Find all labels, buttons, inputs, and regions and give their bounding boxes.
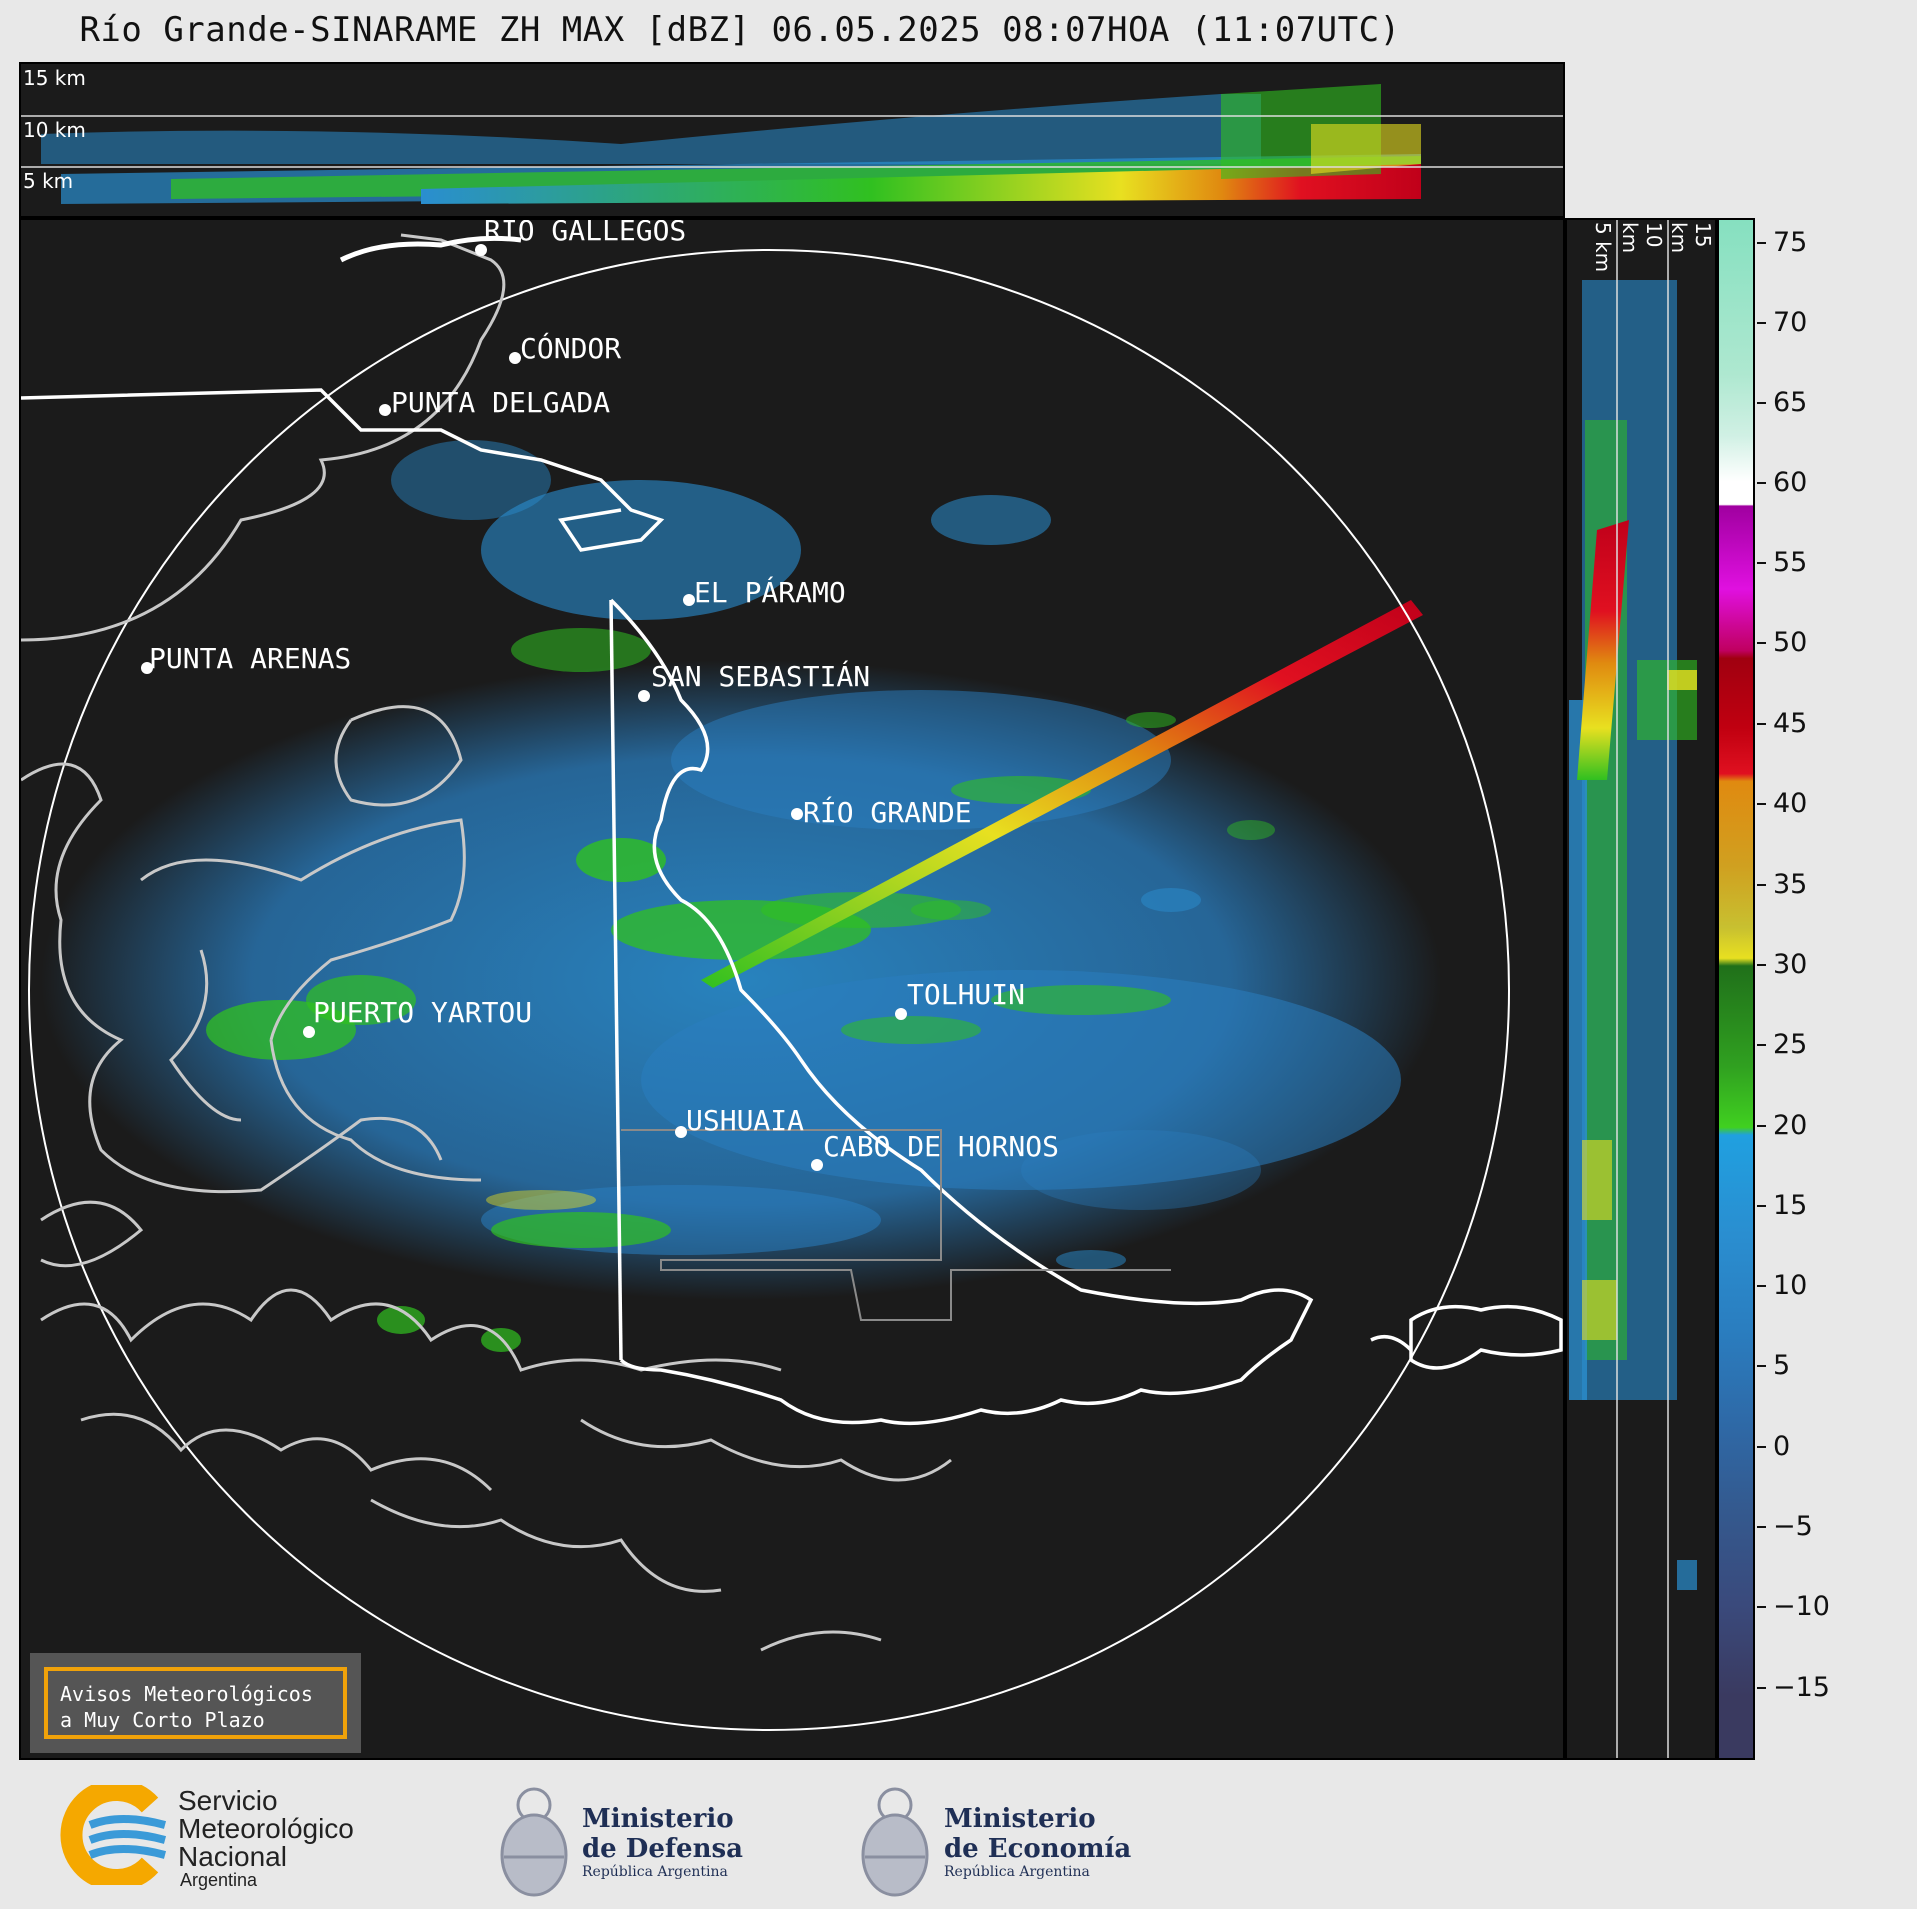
city-dot-punta-arenas	[141, 662, 153, 674]
city-label-puerto-yartou: PUERTO YARTOU	[313, 996, 533, 1029]
smn-name-line-2: Meteorológico	[178, 1813, 354, 1844]
colorbar-tick-70: 70	[1757, 308, 1807, 338]
radar-map: RÍO GALLEGOS CÓNDOR PUNTA DELGADA EL PÁR…	[19, 218, 1565, 1760]
city-label-el-paramo: EL PÁRAMO	[694, 576, 846, 609]
smn-logo-icon	[60, 1785, 167, 1885]
colorbar-tick-minus-5: −5	[1757, 1512, 1813, 1542]
colorbar-tick-5: 5	[1757, 1351, 1790, 1381]
smn-name-line-1: Servicio	[178, 1785, 278, 1816]
alert-line-2: a Muy Corto Plazo	[60, 1708, 265, 1732]
province-boundary	[621, 1129, 1171, 1321]
smn-name-line-4: Argentina	[180, 1870, 258, 1890]
colorbar-tick-15: 15	[1757, 1191, 1807, 1221]
colorbar-tick-minus-15: −15	[1757, 1673, 1830, 1703]
colorbar-tick-60: 60	[1757, 468, 1807, 498]
city-label-punta-delgada: PUNTA DELGADA	[391, 386, 611, 419]
colorbar-tick-65: 65	[1757, 388, 1807, 418]
city-dot-rio-gallegos	[475, 244, 487, 256]
colorbar-tick-35: 35	[1757, 870, 1807, 900]
side-km-label-10: 10 km	[1618, 222, 1666, 254]
interference-beam	[701, 600, 1423, 988]
alert-box: Avisos Meteorológicos a Muy Corto Plazo	[30, 1653, 361, 1753]
alert-line-1: Avisos Meteorológicos	[60, 1682, 313, 1706]
colorbar-tick-30: 30	[1757, 950, 1807, 980]
coastlines	[21, 233, 952, 1652]
city-label-san-sebastian: SAN SEBASTIÁN	[651, 660, 871, 693]
city-label-ushuaia: USHUAIA	[686, 1104, 805, 1137]
city-label-cabo-de-hornos: CABO DE HORNOS	[823, 1130, 1060, 1163]
top-km-label-15: 15 km	[23, 66, 86, 90]
defensa-line-1: Ministerio	[582, 1804, 734, 1834]
defensa-line-2: de Defensa	[582, 1834, 743, 1864]
city-label-tolhuin: TOLHUIN	[907, 978, 1026, 1011]
colorbar-tick-20: 20	[1757, 1111, 1807, 1141]
city-dot-rio-grande	[791, 808, 803, 820]
colorbar-tick-0: 0	[1757, 1432, 1790, 1462]
top-cross-section-echoes	[21, 84, 1563, 204]
city-label-rio-gallegos: RÍO GALLEGOS	[484, 218, 687, 247]
alert-box-frame: Avisos Meteorológicos a Muy Corto Plazo	[44, 1667, 347, 1739]
city-label-condor: CÓNDOR	[520, 332, 622, 365]
economia-coat-of-arms-icon	[861, 1787, 929, 1897]
colorbar-tick-75: 75	[1757, 228, 1807, 258]
city-dot-cabo-de-hornos	[811, 1159, 823, 1171]
chart-title: Río Grande-SINARAME ZH MAX [dBZ] 06.05.2…	[79, 10, 1401, 50]
top-cross-section-panel: 15 km 10 km 5 km	[19, 62, 1565, 218]
city-dot-tolhuin	[895, 1008, 907, 1020]
colorbar-tick-minus-10: −10	[1757, 1592, 1830, 1622]
top-km-label-10: 10 km	[23, 118, 86, 142]
city-dot-san-sebastian	[638, 690, 650, 702]
colorbar-tick-55: 55	[1757, 548, 1807, 578]
radar-range-ring	[28, 249, 1510, 1731]
defensa-line-3: República Argentina	[582, 1864, 728, 1880]
economia-line-1: Ministerio	[944, 1804, 1096, 1834]
colorbar-tick-25: 25	[1757, 1030, 1807, 1060]
city-dot-ushuaia	[675, 1126, 687, 1138]
dbz-colorbar	[1717, 218, 1755, 1760]
city-label-punta-arenas: PUNTA ARENAS	[149, 642, 352, 675]
radar-map-layer	[21, 233, 1563, 1731]
economia-line-2: de Economía	[944, 1834, 1132, 1864]
side-cross-section-echoes	[1569, 220, 1697, 1758]
smn-name-line-3: Nacional	[178, 1841, 287, 1872]
top-km-label-5: 5 km	[23, 169, 74, 193]
city-dot-condor	[509, 352, 521, 364]
defensa-coat-of-arms-icon	[500, 1787, 568, 1897]
economia-line-3: República Argentina	[944, 1864, 1090, 1880]
city-label-rio-grande: RÍO GRANDE	[803, 796, 972, 829]
colorbar-tick-10: 10	[1757, 1271, 1807, 1301]
side-km-label-15: 15 km	[1667, 222, 1715, 254]
city-dot-el-paramo	[683, 594, 695, 606]
city-dot-puerto-yartou	[303, 1026, 315, 1038]
borders	[21, 388, 1563, 1426]
city-dot-punta-delgada	[379, 404, 391, 416]
colorbar-tick-50: 50	[1757, 628, 1807, 658]
side-cross-section-panel: 5 km 10 km 15 km	[1565, 218, 1717, 1760]
colorbar-tick-45: 45	[1757, 709, 1807, 739]
precipitation-field	[41, 440, 1441, 1352]
side-km-label-5: 5 km	[1591, 222, 1615, 273]
colorbar-tick-40: 40	[1757, 789, 1807, 819]
